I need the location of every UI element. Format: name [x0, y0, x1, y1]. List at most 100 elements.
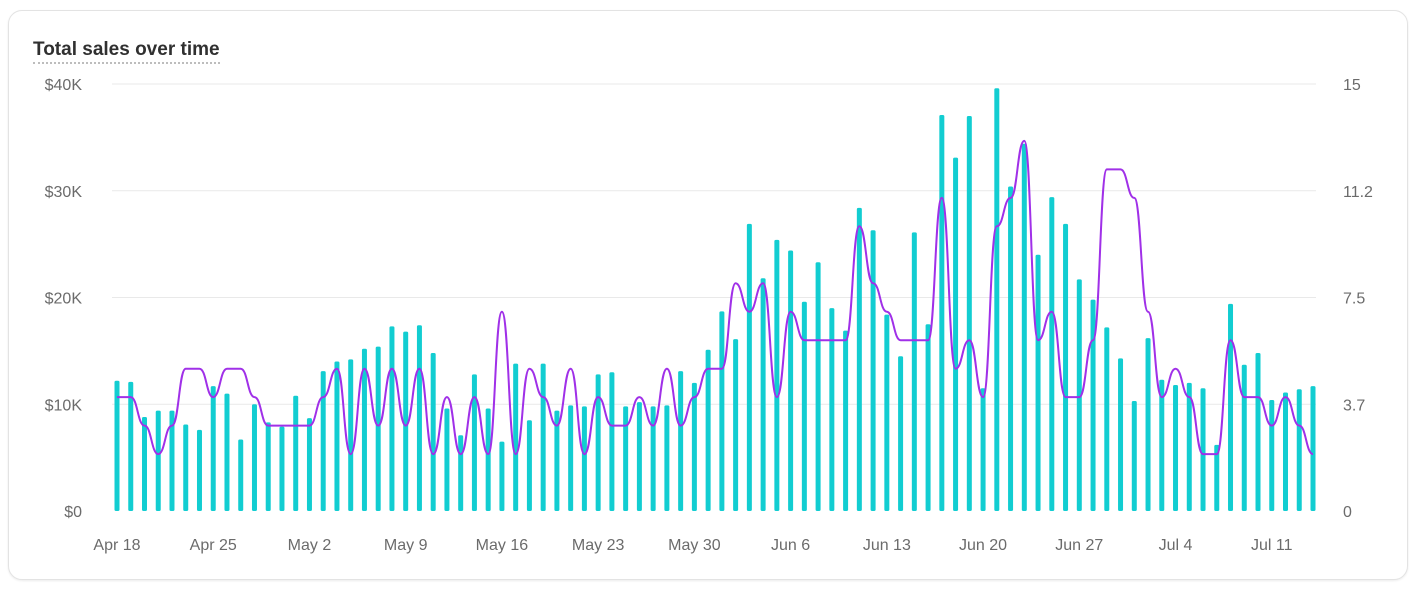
y-left-tick-label: $20K — [45, 291, 83, 308]
bar — [224, 393, 230, 511]
x-tick-label: May 9 — [384, 537, 428, 554]
bar — [513, 363, 519, 511]
bar — [1049, 197, 1055, 511]
bar — [183, 424, 189, 511]
bar — [128, 381, 134, 511]
y-right-tick-label: 15 — [1343, 77, 1361, 94]
bar — [1076, 279, 1082, 511]
bar — [1063, 223, 1069, 511]
y-left-tick-label: $10K — [45, 397, 83, 414]
bar — [416, 325, 422, 511]
bar — [155, 410, 161, 511]
bar — [1269, 399, 1275, 511]
bar — [210, 386, 216, 511]
bar — [719, 311, 725, 511]
bar — [1296, 389, 1302, 511]
x-tick-label: Apr 25 — [190, 537, 237, 554]
bar — [774, 239, 780, 512]
bar — [114, 380, 120, 511]
bar — [306, 418, 312, 511]
bar — [801, 301, 807, 511]
bar — [733, 339, 739, 511]
bar — [953, 157, 959, 511]
x-tick-label: Jun 6 — [771, 537, 810, 554]
bar — [348, 359, 354, 511]
bar — [788, 250, 794, 511]
bar — [1104, 327, 1110, 511]
bar — [1035, 254, 1041, 512]
bar — [856, 207, 862, 511]
bar — [994, 88, 1000, 512]
y-right-tick-label: 7.5 — [1343, 291, 1365, 308]
bar — [471, 374, 477, 511]
x-tick-label: Jul 11 — [1251, 537, 1293, 554]
bar — [141, 417, 147, 511]
bar — [1214, 444, 1220, 511]
bar — [898, 356, 904, 511]
x-tick-label: May 30 — [668, 537, 721, 554]
bar — [1118, 358, 1124, 511]
bar — [458, 435, 464, 511]
bar — [623, 406, 629, 511]
bar — [746, 223, 752, 511]
y-left-tick-label: $0 — [64, 504, 82, 521]
bar — [444, 408, 450, 511]
bar — [361, 348, 367, 511]
bar — [1021, 143, 1027, 511]
bar — [870, 230, 876, 511]
x-tick-label: Jul 4 — [1159, 537, 1193, 554]
bar — [554, 410, 560, 511]
bar — [609, 372, 615, 511]
bar — [678, 371, 684, 511]
bar — [1008, 186, 1014, 512]
bar — [169, 410, 175, 511]
bar — [1159, 379, 1165, 511]
x-tick-label: Jun 27 — [1055, 537, 1103, 554]
chart-title[interactable]: Total sales over time — [33, 39, 220, 64]
bar — [196, 429, 202, 511]
bar — [279, 426, 285, 511]
bar — [815, 262, 821, 511]
bar — [691, 382, 697, 511]
bar — [843, 330, 849, 511]
bar — [526, 420, 532, 511]
x-tick-label: May 2 — [288, 537, 332, 554]
bar — [238, 439, 244, 511]
bar — [1310, 386, 1316, 511]
bar — [1090, 299, 1096, 511]
y-left-tick-label: $30K — [45, 184, 83, 201]
bar — [1241, 364, 1247, 511]
y-right-tick-label: 3.7 — [1343, 397, 1365, 414]
bar — [1186, 382, 1192, 511]
bar — [389, 326, 395, 511]
bar — [1228, 303, 1234, 511]
bar — [568, 405, 574, 511]
bar — [293, 395, 299, 511]
bar — [540, 363, 546, 511]
bar — [334, 361, 340, 511]
bar — [320, 371, 326, 511]
x-tick-label: Jun 20 — [959, 537, 1007, 554]
bar — [595, 374, 601, 511]
bar — [265, 422, 271, 511]
bar — [1131, 401, 1137, 511]
bar — [375, 346, 381, 511]
bar — [760, 278, 766, 511]
bar — [966, 116, 972, 512]
bar — [1200, 388, 1206, 511]
bar — [939, 114, 945, 512]
bar — [925, 324, 931, 511]
bar — [650, 406, 656, 511]
bar — [430, 353, 436, 511]
bar — [485, 408, 491, 511]
orders-line — [117, 139, 1314, 456]
bar — [884, 314, 890, 511]
bar — [705, 349, 711, 511]
x-tick-label: Jun 13 — [863, 537, 911, 554]
bar — [636, 402, 642, 511]
bar — [1255, 353, 1261, 511]
bar — [1173, 385, 1179, 511]
bar — [251, 404, 257, 511]
bar — [664, 405, 670, 511]
